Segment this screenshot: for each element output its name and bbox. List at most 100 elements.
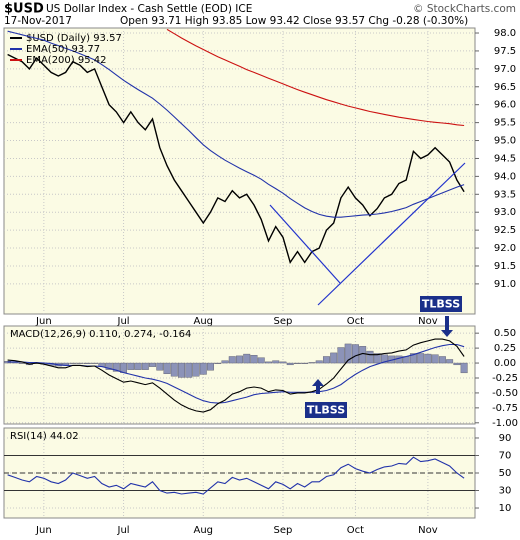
histogram-bar xyxy=(279,361,287,364)
y-tick-label: 0.25 xyxy=(494,343,516,354)
x-tick-label: Sep xyxy=(274,316,293,327)
trend-line xyxy=(269,204,341,284)
y-tick-label: 94.5 xyxy=(494,153,516,164)
histogram-bar xyxy=(337,347,345,364)
histogram-bar xyxy=(446,359,454,364)
histogram-bar xyxy=(105,362,113,370)
y-tick-label: 97.5 xyxy=(494,46,516,57)
date: 17-Nov-2017 xyxy=(4,15,72,27)
histogram-bar xyxy=(315,360,323,364)
series-line xyxy=(7,30,465,218)
histogram-bar xyxy=(322,356,330,364)
histogram-bar xyxy=(69,362,77,364)
x-tick-label: Jun xyxy=(35,316,52,327)
histogram-bar xyxy=(199,362,207,375)
histogram-bar xyxy=(149,362,157,367)
histogram-bar xyxy=(112,362,120,372)
y-tick-label: 30 xyxy=(499,486,512,497)
histogram-bar xyxy=(178,362,185,378)
histogram-bar xyxy=(453,362,461,366)
histogram-bar xyxy=(373,353,381,364)
histogram-bar xyxy=(163,362,171,375)
histogram-bar xyxy=(438,356,446,364)
histogram-bar xyxy=(257,357,265,364)
x-tick-label: Oct xyxy=(347,316,364,327)
histogram-bar xyxy=(272,360,280,364)
annotation-label: TLBSS xyxy=(307,404,345,417)
series-line xyxy=(7,456,465,495)
y-tick-label: 90 xyxy=(499,433,512,444)
x-tick-label: Aug xyxy=(194,525,214,536)
y-tick-label: 98.0 xyxy=(494,28,516,39)
panel-title: RSI(14) 44.02 xyxy=(10,431,79,442)
histogram-bar xyxy=(301,362,309,364)
y-tick-label: -0.50 xyxy=(492,388,518,399)
x-tick-label: Nov xyxy=(418,316,438,327)
y-tick-label: 91.5 xyxy=(494,261,516,272)
y-tick-label: 10 xyxy=(499,503,512,514)
chart-title: US Dollar Index - Cash Settle (EOD) ICE xyxy=(46,3,252,15)
legend-label: EMA(200) 95.42 xyxy=(26,55,106,66)
histogram-bar xyxy=(120,362,128,373)
y-tick-label: 96.5 xyxy=(494,82,516,93)
histogram-bar xyxy=(127,362,135,370)
y-tick-label: 97.0 xyxy=(494,64,516,75)
symbol: $USD xyxy=(4,2,44,17)
y-tick-label: -0.25 xyxy=(492,373,518,384)
histogram-bar xyxy=(170,362,178,377)
histogram-bar xyxy=(380,354,388,364)
histogram-bar xyxy=(366,350,374,364)
x-tick-label: Oct xyxy=(347,525,364,536)
histogram-bar xyxy=(395,355,403,364)
histogram-bar xyxy=(409,353,417,364)
histogram-bar xyxy=(236,355,243,364)
x-tick-label: Jul xyxy=(117,316,130,327)
y-tick-label: 94.0 xyxy=(494,171,516,182)
annotation-box xyxy=(420,296,462,312)
y-tick-label: 70 xyxy=(499,450,512,461)
histogram-bar xyxy=(344,343,352,364)
x-tick-label: Jun xyxy=(35,525,52,536)
y-tick-label: 92.0 xyxy=(494,243,516,254)
y-tick-label: 0.00 xyxy=(494,358,516,369)
histogram-bar xyxy=(91,362,99,364)
y-tick-label: 50 xyxy=(499,468,512,479)
histogram-bar xyxy=(185,362,193,378)
histogram-bar xyxy=(141,362,149,370)
trend-line xyxy=(317,162,466,306)
annotation-arrowhead xyxy=(441,330,453,337)
histogram-bar xyxy=(294,362,301,364)
histogram-bar xyxy=(134,362,142,370)
histogram-bar xyxy=(207,362,214,371)
histogram-bar xyxy=(424,353,432,364)
histogram-bar xyxy=(460,362,468,374)
x-tick-label: Jul xyxy=(117,525,130,536)
annotation-box xyxy=(305,402,347,418)
y-tick-label: 95.5 xyxy=(494,118,516,129)
annotation-label: TLBSS xyxy=(422,298,460,311)
y-tick-label: 93.0 xyxy=(494,207,516,218)
histogram-bar xyxy=(286,362,294,366)
x-tick-label: Nov xyxy=(418,525,438,536)
y-tick-label: -1.00 xyxy=(492,418,518,429)
histogram-bar xyxy=(192,362,200,377)
y-tick-label: 96.0 xyxy=(494,100,516,111)
y-tick-label: 92.5 xyxy=(494,225,516,236)
histogram-bar xyxy=(250,355,258,364)
histogram-bar xyxy=(76,362,84,364)
quote: Open 93.71 High 93.85 Low 93.42 Close 93… xyxy=(120,15,468,27)
y-tick-label: -0.75 xyxy=(492,403,518,414)
histogram-bar xyxy=(228,356,236,364)
source: © StockCharts.com xyxy=(413,3,516,15)
series-line xyxy=(166,28,465,127)
histogram-bar xyxy=(265,361,272,364)
y-tick-label: 0.50 xyxy=(494,328,516,339)
histogram-bar xyxy=(330,352,338,364)
y-tick-label: 95.0 xyxy=(494,136,516,147)
panel-title: MACD(12,26,9) 0.110, 0.274, -0.164 xyxy=(10,329,191,340)
panel-background xyxy=(3,27,476,315)
series-line xyxy=(7,53,465,265)
y-tick-label: 91.0 xyxy=(494,279,516,290)
histogram-bar xyxy=(156,362,164,371)
